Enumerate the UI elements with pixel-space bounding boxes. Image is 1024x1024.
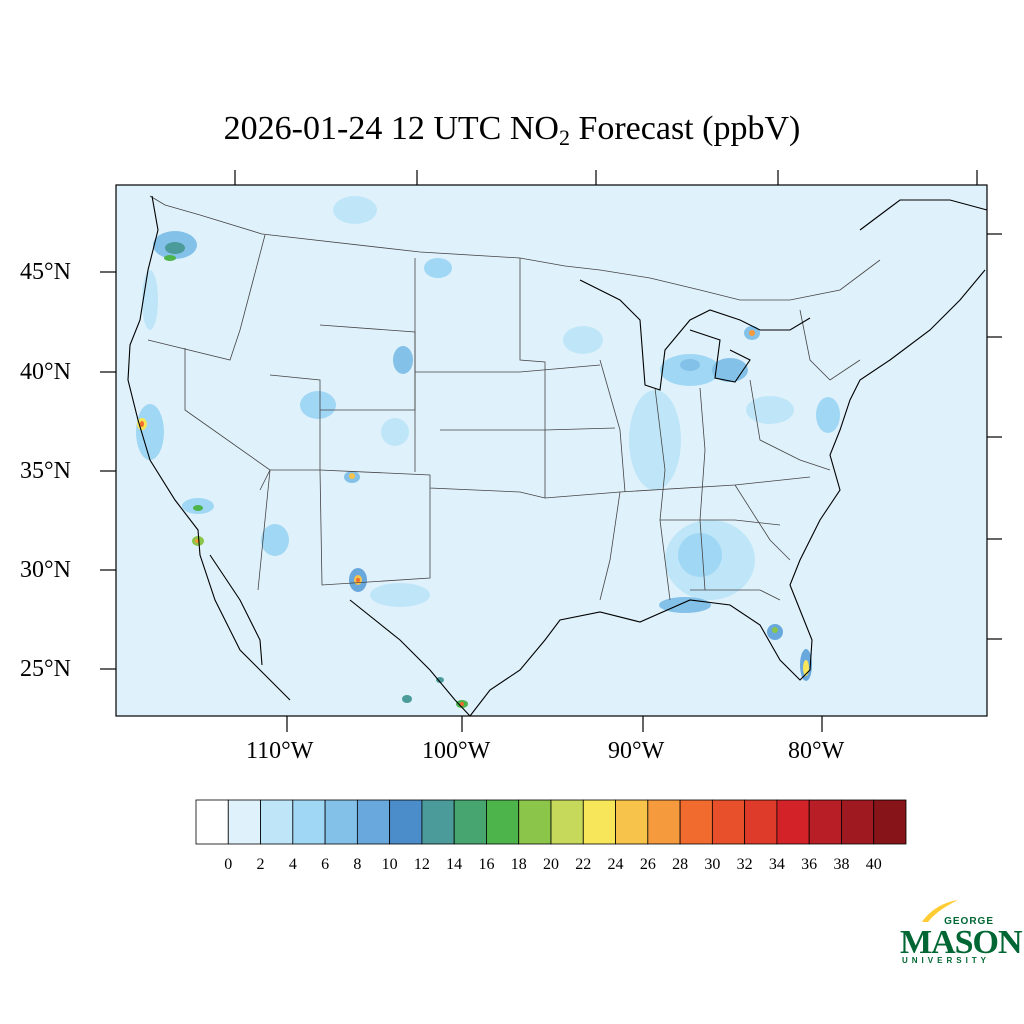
colorbar-swatch (647, 799, 681, 845)
colorbar-tick-label: 10 (381, 856, 398, 873)
lat-label-25: 25°N (20, 656, 71, 682)
colorbar-swatch (389, 799, 423, 845)
plume-montana (333, 196, 377, 224)
colorbar-tick-label: 6 (321, 856, 330, 873)
colorbar-swatch (356, 799, 391, 845)
plume-salt-lake (300, 391, 336, 419)
plume-dakota (424, 258, 452, 278)
colorbar-swatch (195, 799, 229, 845)
colorbar-tick-label: 36 (801, 856, 818, 873)
tick-marks (100, 170, 1002, 732)
colorbar-swatch (227, 799, 261, 845)
colorbar-swatch (260, 799, 294, 845)
colorbar-swatch (776, 799, 810, 845)
plume-new-york (816, 397, 840, 433)
plume-ohio-valley (629, 390, 681, 490)
colorbar-tick-label: 22 (575, 856, 592, 873)
colorbar-tick-label: 40 (865, 856, 882, 873)
colorbar-tick-label: 2 (256, 856, 265, 873)
colorbar-swatch (582, 799, 616, 845)
colorbar-swatch (518, 799, 552, 845)
colorbar-tick-label: 18 (510, 856, 527, 873)
colorbar-swatch (486, 799, 520, 845)
lat-label-45: 45°N (20, 259, 71, 285)
plume-minneapolis (563, 326, 603, 354)
plume-sf-bay (136, 404, 164, 460)
colorbar-tick-label: 28 (672, 856, 689, 873)
colorbar-swatch (679, 799, 713, 845)
colorbar-tick-label: 14 (446, 856, 463, 873)
logo-mason: MASON (900, 924, 1023, 961)
colorbar-swatch (841, 799, 875, 845)
colorbar-tick-label: 26 (639, 856, 656, 873)
map-frame (115, 184, 988, 717)
colorbar-tick-label: 8 (353, 856, 362, 873)
colorbar-swatch (292, 799, 326, 845)
plume-wyoming (393, 346, 413, 374)
lon-label-90: 90°W (608, 738, 665, 764)
logo-george: GEORGE (944, 916, 994, 927)
colorbar-tick-label: 30 (704, 856, 721, 873)
plume-phoenix (261, 524, 289, 556)
logo-swoosh-icon (922, 900, 958, 922)
colorbar-tick-label: 38 (833, 856, 850, 873)
colorbar-swatch (615, 799, 649, 845)
lat-label-40: 40°N (20, 359, 71, 385)
colorbar-tick-label: 20 (543, 856, 559, 873)
colorbar-swatch (421, 799, 455, 845)
colorbar-swatch (873, 799, 907, 845)
colorbar-tick-label: 0 (224, 856, 233, 873)
lon-label-110: 110°W (246, 738, 314, 764)
colorbar-swatch (808, 799, 842, 845)
lat-label-35: 35°N (20, 458, 71, 484)
colorbar-tick-label: 32 (736, 856, 753, 873)
no2-plumes (136, 196, 840, 708)
colorbar-swatch (744, 799, 778, 845)
gmu-logo: GEORGE MASON UNIVERSITY (898, 896, 1023, 968)
map-title: 2026-01-24 12 UTC NO2 Forecast (ppbV) (223, 110, 801, 150)
logo-university: UNIVERSITY (902, 956, 991, 965)
colorbar-tick-label: 4 (288, 856, 297, 873)
colorbar-tick-label: 16 (478, 856, 495, 873)
lat-label-30: 30°N (20, 557, 71, 583)
colorbar-tick-label: 24 (607, 856, 624, 873)
plume-chihuahua (402, 695, 412, 703)
lon-label-100: 100°W (422, 738, 491, 764)
lon-label-80: 80°W (788, 738, 845, 764)
colorbar-tick-label: 34 (768, 856, 785, 873)
colorbar-tick-label: 12 (413, 856, 430, 873)
plume-appalachia (746, 396, 794, 424)
colorbar-swatch (711, 799, 746, 845)
coastlines (127, 195, 988, 717)
plume-denver (381, 418, 409, 446)
plume-east-texas (370, 583, 430, 607)
colorbar-swatch (550, 799, 584, 845)
state-boundaries (147, 195, 881, 601)
colorbar-swatch (324, 799, 358, 845)
colorbar-swatch (453, 799, 487, 845)
